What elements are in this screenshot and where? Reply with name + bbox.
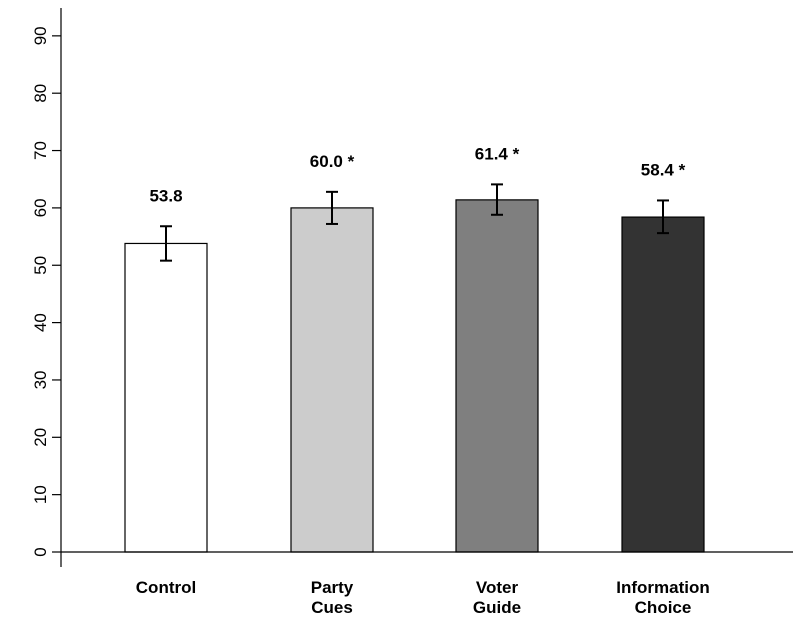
value-labels: 53.8 60.0 * 61.4 * 58.4 * [149,144,685,205]
y-tick-label: 60 [31,198,50,217]
bars [124,199,705,553]
y-tick-label: 20 [31,428,50,447]
x-tick-label: Voter Guide [473,578,521,617]
y-tick-label: 40 [31,313,50,332]
data-label: 60.0 * [310,152,355,171]
bar [290,207,374,553]
y-tick-label: 50 [31,256,50,275]
y-tick-label: 80 [31,84,50,103]
x-tick-label-line: Choice [635,598,692,617]
x-tick-label: Party Cues [311,578,354,617]
y-tick-label: 0 [31,547,50,556]
error-bars [160,183,669,262]
x-tick-label: Control [136,578,196,597]
y-tick-label: 30 [31,370,50,389]
x-tick-label-line: Guide [473,598,521,617]
x-tick-label-line: Voter [476,578,519,597]
x-tick-label-line: Party [311,578,354,597]
y-tick-label: 70 [31,141,50,160]
data-label: 61.4 * [475,144,520,163]
y-axis: 0 10 20 30 40 50 60 70 80 90 [31,8,62,567]
y-tick-label: 90 [31,26,50,45]
category-labels: Control Party Cues Voter Guide Information Cho… [136,578,710,617]
x-tick-label-line: Control [136,578,196,597]
y-tick-label: 10 [31,485,50,504]
bar [455,199,539,553]
bar [621,216,705,553]
data-label: 53.8 [149,186,182,205]
bar [124,242,208,553]
x-tick-label-line: Information [616,578,710,597]
x-tick-label-line: Cues [311,598,353,617]
data-label: 58.4 * [641,160,686,179]
x-tick-label: Information Choice [616,578,710,617]
